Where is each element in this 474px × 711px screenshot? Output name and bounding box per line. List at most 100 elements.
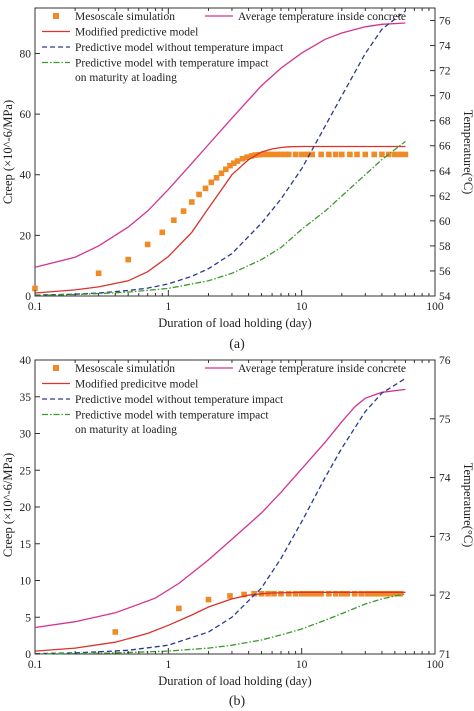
legend-entry-modified: Modified predictive model (42, 27, 198, 39)
legend-label: Average temperature inside concrete (238, 11, 406, 23)
y-axis-label: Creep (×10^-6/MPa) (1, 100, 15, 204)
data-point-meso (231, 160, 237, 167)
data-point-meso (180, 208, 187, 214)
data-point-meso (298, 151, 305, 158)
y2-tick-label: 68 (439, 116, 451, 128)
y2-tick-label: 76 (439, 355, 451, 367)
y2-tick-label: 72 (439, 590, 451, 602)
series-line-temp (34, 388, 406, 629)
data-point-meso (292, 151, 299, 158)
data-point-meso (379, 151, 385, 158)
y-tick-label: 15 (20, 539, 32, 551)
series-line-without (34, 377, 406, 655)
legend-label: Mesoscale simulation (75, 363, 175, 375)
x-tick-label: 0.1 (28, 659, 43, 671)
legend-label: Predictive model with temperature impact (75, 410, 269, 422)
data-point-meso (318, 590, 324, 597)
data-point-meso (309, 590, 316, 597)
y2-axis-label: Temperature(°C) (461, 110, 474, 195)
data-point-meso (351, 590, 358, 597)
y-tick-label: 20 (20, 230, 32, 242)
legend-label: Predictive model without temperature imp… (75, 394, 284, 406)
legend: Mesoscale simulation Average temperature … (42, 363, 406, 436)
data-point-meso (189, 199, 195, 205)
axis-layer: 0.1 1 10 100 0 5 10 15 20 25 30 35 40 71 72 73 74 75 76 (20, 355, 451, 671)
y2-tick-label: 75 (439, 414, 451, 426)
legend-entry-without: Predictive model without temperature imp… (42, 42, 284, 54)
y-tick-label: 30 (20, 429, 32, 441)
legend-entry-with: Predictive model with temperature impact… (42, 410, 269, 436)
x-tick-label: 100 (426, 301, 444, 313)
data-point-meso (112, 629, 119, 635)
x-tick-label: 1 (165, 301, 171, 313)
y-tick-label: 35 (20, 392, 32, 404)
legend-entry-with: Predictive model with temperature impact… (42, 58, 269, 84)
y2-tick-label: 70 (439, 91, 451, 103)
data-point-meso (387, 590, 393, 597)
data-point-meso (374, 590, 381, 597)
legend-entry-meso: Mesoscale simulation (53, 11, 175, 23)
data-point-meso (227, 162, 233, 169)
data-point-meso (244, 154, 250, 160)
data-point-meso (385, 151, 392, 158)
data-point-meso (309, 151, 316, 158)
legend-label: Modified predicitve model (75, 379, 198, 391)
legend-entry-meso: Mesoscale simulation (53, 363, 175, 375)
data-point-meso (397, 590, 404, 597)
series-line-modified (34, 145, 406, 294)
data-point-meso (304, 590, 310, 597)
legend-entry-modified: Modified predicitve model (42, 379, 198, 391)
data-point-meso (379, 590, 385, 597)
data-point-meso (397, 151, 404, 158)
legend-label: Modified predictive model (75, 27, 198, 39)
data-point-meso (159, 229, 166, 236)
data-point-meso (347, 151, 353, 158)
x-axis-label: Duration of load holding (day) (158, 316, 311, 330)
y2-tick-label: 71 (439, 649, 451, 661)
data-point-meso (271, 590, 277, 597)
y-tick-label: 10 (20, 576, 32, 588)
legend-swatch (53, 13, 59, 19)
series-layer (32, 10, 409, 297)
legend-label-line2: on maturity at loading (75, 424, 177, 436)
data-point-meso (354, 151, 360, 158)
y-tick-label: 40 (20, 355, 32, 367)
x-axis-label: Duration of load holding (day) (158, 674, 311, 688)
data-point-meso (196, 191, 202, 198)
data-point-meso (332, 151, 339, 158)
data-point-meso (256, 151, 262, 158)
legend-entry-temp: Average temperature inside concrete (205, 363, 406, 375)
series-line-temp (34, 22, 406, 268)
legend-label: Average temperature inside concrete (238, 363, 406, 375)
y-tick-label: 5 (25, 612, 31, 624)
data-point-meso (176, 605, 182, 612)
legend: Mesoscale simulation Average temperature … (42, 11, 406, 84)
data-point-meso (392, 151, 398, 158)
data-point-meso (326, 590, 332, 597)
data-point-meso (32, 285, 38, 292)
y2-axis-label: Temperature(°C) (461, 463, 474, 548)
data-point-meso (332, 590, 339, 597)
x-tick-label: 0.1 (28, 301, 43, 313)
data-point-meso (95, 270, 102, 277)
y2-tick-label: 74 (439, 41, 451, 53)
y2-tick-label: 74 (439, 473, 451, 485)
legend-label-line2: on maturity at loading (75, 72, 177, 84)
data-point-meso (304, 151, 310, 158)
data-point-meso (265, 151, 271, 158)
data-point-meso (390, 590, 397, 597)
data-point-meso (144, 241, 151, 248)
x-tick-label: 10 (296, 301, 308, 313)
data-point-meso (125, 256, 131, 263)
y2-tick-label: 60 (439, 216, 451, 228)
y-tick-label: 60 (20, 109, 32, 121)
y2-tick-label: 54 (439, 291, 451, 303)
data-point-meso (339, 151, 345, 158)
series-line-without (34, 10, 406, 296)
data-point-meso (298, 590, 305, 597)
data-point-meso (344, 590, 351, 597)
y-tick-label: 80 (20, 48, 32, 60)
chart-panel-a: 0.1 1 10 100 0 20 40 60 80 54 56 58 60 62 64 66 68 70 72 74… (1, 7, 474, 352)
legend-label: Predictive model without temperature imp… (75, 42, 284, 54)
data-point-meso (314, 590, 320, 597)
